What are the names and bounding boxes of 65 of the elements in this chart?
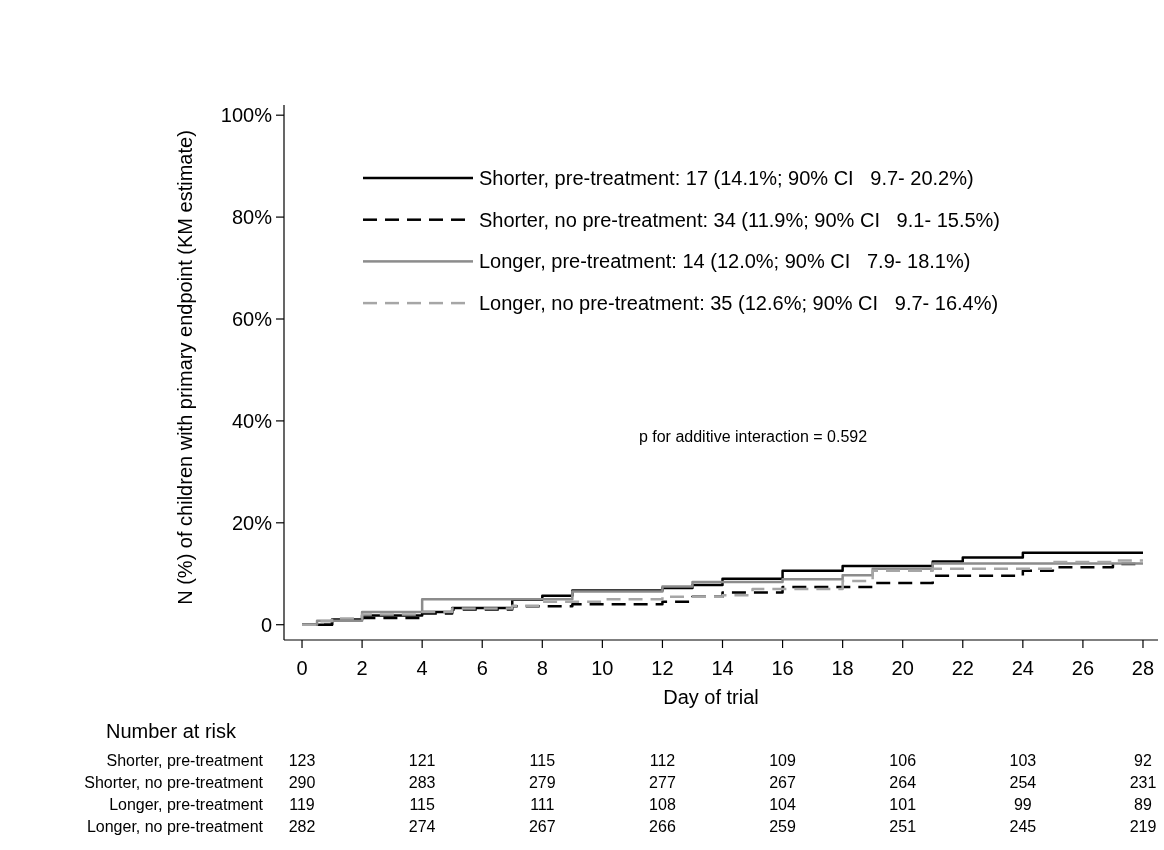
- text: Shorter, no pre-treatment: [84, 774, 264, 791]
- text: 282: [288, 818, 316, 835]
- text: Longer, no pre-treatment: [86, 818, 264, 835]
- x-tick-label: 22: [951, 657, 974, 679]
- legend-label: Shorter, pre-treatment: 17 (14.1%; 90% CI 9.7- 20.2%): [479, 167, 974, 189]
- text: 254: [1009, 774, 1037, 791]
- text: 115: [529, 752, 556, 769]
- x-tick-label: 14: [711, 657, 734, 679]
- x-tick-label: 26: [1071, 657, 1095, 679]
- text: 106: [889, 752, 917, 769]
- x-tick-label: 24: [1011, 657, 1034, 679]
- y-tick-label: 80%: [231, 206, 273, 229]
- text: 119: [289, 796, 315, 813]
- text: 290: [288, 774, 316, 791]
- text: 123: [288, 752, 316, 769]
- text: 274: [408, 818, 436, 835]
- x-tick-label: 12: [651, 657, 674, 679]
- text: 108: [649, 796, 676, 813]
- text: 259: [769, 818, 797, 835]
- y-tick-label: 100%: [220, 104, 273, 127]
- x-tick-label: 4: [416, 657, 428, 679]
- text: 92: [1134, 752, 1152, 769]
- text: 266: [649, 818, 676, 835]
- x-tick-label: 16: [771, 657, 794, 679]
- text: 245: [1009, 818, 1037, 835]
- text: 283: [408, 774, 436, 791]
- text: 111: [530, 796, 555, 813]
- text: 121: [408, 752, 436, 769]
- y-tick-label: 40%: [231, 409, 273, 432]
- text: 109: [769, 752, 797, 769]
- legend-label: Shorter, no pre-treatment: 34 (11.9%; 90% CI 9.1- 15.5%): [479, 208, 1001, 231]
- text: 251: [889, 818, 917, 835]
- text: 264: [889, 774, 917, 791]
- text: 231: [1129, 774, 1157, 791]
- y-axis-title: N (%) of children with primary endpoint (KM estimate): [174, 130, 196, 605]
- text: 89: [1134, 796, 1152, 813]
- x-axis-title: Day of trial: [663, 686, 759, 708]
- text: 279: [528, 774, 556, 791]
- x-tick-label: 6: [476, 657, 488, 679]
- y-tick-label: 0: [260, 613, 272, 636]
- text: 267: [769, 774, 797, 791]
- x-tick-label: 28: [1131, 657, 1155, 679]
- x-tick-label: 0: [296, 657, 308, 679]
- text: Number at risk: [106, 720, 238, 742]
- legend-label: Longer, no pre-treatment: 35 (12.6%; 90% CI 9.7- 16.4%): [479, 292, 999, 315]
- text: 219: [1129, 818, 1157, 835]
- text: 277: [649, 774, 676, 791]
- text: 115: [409, 796, 436, 813]
- annotation: p for additive interaction = 0.592: [638, 428, 868, 445]
- text: 101: [889, 796, 917, 813]
- y-tick-label: 60%: [231, 308, 273, 330]
- text: Shorter, pre-treatment: [106, 752, 264, 769]
- text: 99: [1013, 796, 1032, 813]
- text: 104: [769, 796, 797, 813]
- text: 103: [1009, 752, 1037, 769]
- x-tick-label: 8: [536, 657, 548, 679]
- text: 112: [649, 752, 676, 769]
- y-tick-label: 20%: [231, 511, 273, 534]
- legend-label: Longer, pre-treatment: 14 (12.0%; 90% CI 7.9- 18.1%): [479, 250, 971, 273]
- text: Longer, pre-treatment: [109, 796, 264, 813]
- text: 267: [528, 818, 556, 835]
- x-tick-label: 10: [591, 657, 614, 679]
- x-tick-label: 20: [891, 657, 914, 679]
- x-tick-label: 18: [831, 657, 854, 679]
- x-tick-label: 2: [356, 657, 368, 679]
